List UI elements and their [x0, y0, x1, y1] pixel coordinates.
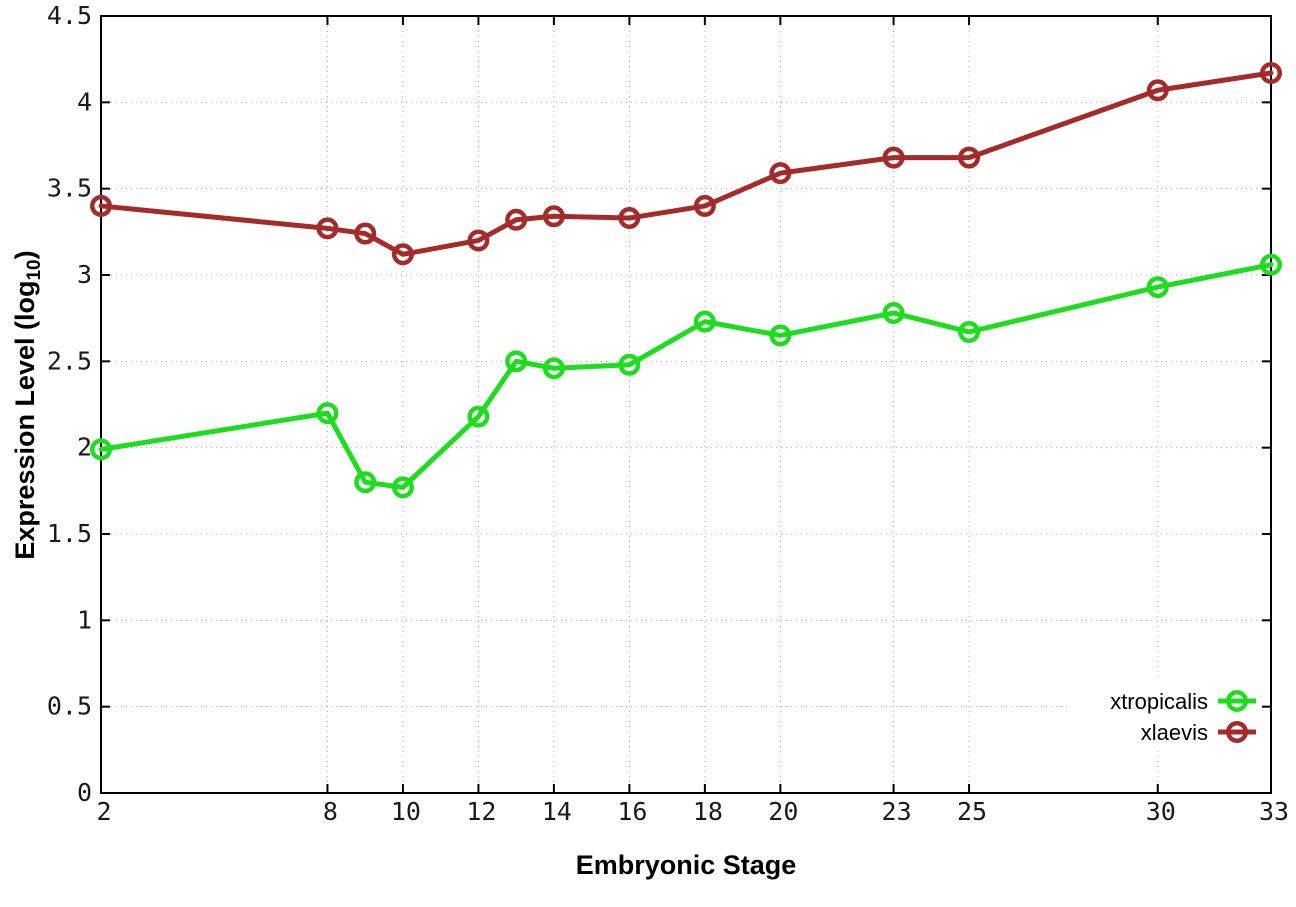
data-point-marker-xtropicalis — [542, 357, 565, 380]
x-tick-label: 16 — [617, 797, 647, 826]
data-point-marker-xtropicalis — [882, 301, 905, 324]
y-tick-label: 1 — [77, 605, 92, 634]
x-tick-label: 12 — [466, 797, 496, 826]
data-point-marker-xlaevis — [693, 194, 716, 217]
legend-marker-xtropicalis — [1226, 690, 1248, 712]
data-point-marker-xlaevis — [90, 194, 112, 217]
data-point-marker-xtropicalis — [1260, 253, 1282, 276]
data-point-marker-xlaevis — [1146, 79, 1169, 102]
y-tick-label: 4.5 — [47, 1, 92, 30]
data-point-marker-xlaevis — [618, 207, 641, 230]
x-tick-label: 20 — [768, 797, 798, 826]
series-line-xtropicalis — [98, 262, 1274, 490]
x-axis-title: Embryonic Stage — [575, 850, 797, 880]
data-point-marker-xtropicalis — [354, 471, 377, 494]
x-tick-label: 18 — [693, 797, 723, 826]
legend-marker-xlaevis — [1226, 721, 1248, 743]
x-tick-label: 10 — [391, 797, 421, 826]
y-axis-title-end: ) — [9, 250, 40, 260]
data-point-marker-xlaevis — [316, 217, 339, 240]
data-point-marker-xlaevis — [505, 208, 528, 231]
legend-label-xlaevis: xlaevis — [1141, 720, 1208, 745]
data-point-marker-xtropicalis — [769, 324, 792, 347]
data-point-marker-xlaevis — [467, 229, 490, 252]
legend-label-xtropicalis: xtropicalis — [1110, 689, 1208, 714]
y-tick-label: 0.5 — [47, 692, 92, 721]
data-point-marker-xtropicalis — [90, 438, 112, 461]
data-point-marker-xtropicalis — [1146, 276, 1169, 299]
y-axis-title-subscript: 10 — [24, 259, 46, 281]
y-tick-label: 3 — [77, 260, 92, 289]
y-axis-title: Expression Level (log10) — [10, 250, 46, 559]
y-tick-label: 0 — [77, 778, 92, 807]
plot-border — [100, 15, 1272, 794]
data-point-marker-xlaevis — [1260, 61, 1282, 84]
y-tick-label: 2 — [77, 433, 92, 462]
data-point-marker-xtropicalis — [467, 405, 490, 428]
data-point-marker-xlaevis — [958, 146, 981, 169]
data-point-marker-xtropicalis — [391, 476, 414, 499]
data-point-marker-xlaevis — [542, 205, 565, 228]
x-tick-label: 30 — [1146, 797, 1176, 826]
y-tick-label: 4 — [77, 87, 92, 116]
x-tick-label: 23 — [882, 797, 912, 826]
data-point-marker-xtropicalis — [316, 402, 339, 425]
x-tick-label: 25 — [957, 797, 987, 826]
y-tick-label: 2.5 — [47, 346, 92, 375]
y-axis-title-main: Expression Level (log — [9, 280, 40, 560]
y-tick-label: 3.5 — [47, 174, 92, 203]
series-line-xlaevis — [98, 70, 1274, 257]
data-point-marker-xtropicalis — [693, 310, 716, 333]
data-point-marker-xtropicalis — [505, 350, 528, 373]
data-point-marker-xtropicalis — [958, 320, 981, 343]
data-point-marker-xlaevis — [882, 146, 905, 169]
x-tick-label: 2 — [96, 797, 111, 826]
x-tick-label: 33 — [1259, 797, 1289, 826]
data-point-marker-xlaevis — [391, 243, 414, 266]
x-tick-label: 8 — [323, 797, 338, 826]
data-point-marker-xtropicalis — [618, 353, 641, 376]
data-point-marker-xlaevis — [769, 162, 792, 185]
x-tick-label: 14 — [542, 797, 572, 826]
y-tick-label: 1.5 — [47, 519, 92, 548]
data-point-marker-xlaevis — [354, 222, 377, 245]
